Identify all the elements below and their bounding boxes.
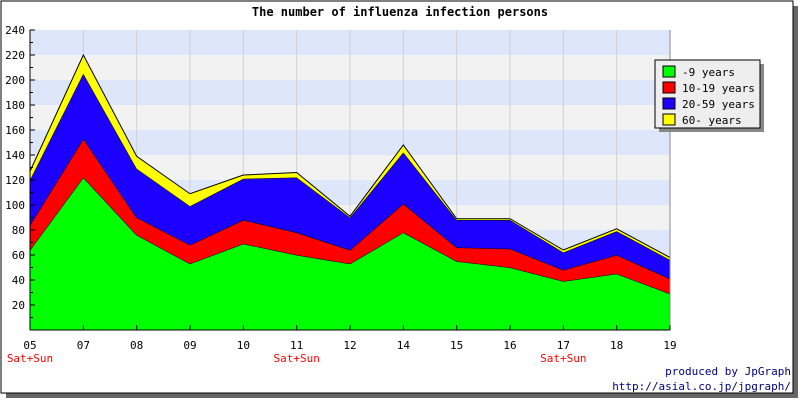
legend-label: 60- years bbox=[682, 114, 742, 127]
day-note-label: Sat+Sun bbox=[273, 352, 319, 365]
legend-label: 10-19 years bbox=[682, 82, 755, 95]
legend-swatch bbox=[662, 65, 676, 78]
x-tick-label: 19 bbox=[663, 339, 676, 352]
day-note-label: Sat+Sun bbox=[540, 352, 586, 365]
x-tick-label: 05 bbox=[23, 339, 36, 352]
area-series-3 bbox=[30, 73, 670, 279]
x-tick-label: 10 bbox=[237, 339, 250, 352]
x-tick-labels: 05 07 08 09 10 11 12 14 15 16 17 18 19 bbox=[23, 339, 676, 352]
legend-swatch bbox=[662, 81, 676, 94]
y-tick-label: 160 bbox=[5, 124, 25, 137]
legend-label: -9 years bbox=[682, 66, 735, 79]
area-series-1 bbox=[30, 177, 670, 330]
y-tick-label: 100 bbox=[5, 199, 25, 212]
credit-line-1: produced by JpGraph bbox=[665, 365, 791, 378]
x-tick-label: 08 bbox=[130, 339, 143, 352]
y-tick-label: 240 bbox=[5, 24, 25, 37]
x-tick-label: 09 bbox=[183, 339, 196, 352]
x-tick-label: 14 bbox=[397, 339, 411, 352]
y-tick-label: 120 bbox=[5, 174, 25, 187]
legend: -9 years 10-19 years 20-59 years 60- years bbox=[654, 59, 764, 132]
x-tick-label: 15 bbox=[450, 339, 463, 352]
x-tick-label: 17 bbox=[557, 339, 570, 352]
y-tick-label: 40 bbox=[12, 274, 25, 287]
y-tick-labels: 20 40 60 80 100 120 140 160 180 200 220 240 bbox=[5, 24, 25, 312]
chart-title: The number of influenza infection person… bbox=[252, 5, 548, 19]
stacked-areas bbox=[29, 53, 671, 330]
x-tick-label: 18 bbox=[610, 339, 623, 352]
legend-label: 20-59 years bbox=[682, 98, 755, 111]
y-tick-label: 20 bbox=[12, 299, 25, 312]
area-series-2 bbox=[30, 138, 670, 294]
legend-swatch bbox=[662, 113, 676, 126]
legend-swatch bbox=[662, 97, 676, 110]
day-note-label: Sat+Sun bbox=[7, 352, 53, 365]
y-tick-label: 140 bbox=[5, 149, 25, 162]
x-tick-label: 11 bbox=[290, 339, 303, 352]
day-notes: Sat+Sun Sat+Sun Sat+Sun bbox=[7, 352, 587, 365]
y-tick-label: 200 bbox=[5, 74, 25, 87]
area-outline-4 bbox=[29, 53, 671, 258]
x-tick-label: 12 bbox=[343, 339, 356, 352]
legend-items: -9 years 10-19 years 20-59 years 60- years bbox=[662, 65, 755, 127]
y-tick-label: 80 bbox=[12, 224, 25, 237]
y-tick-label: 60 bbox=[12, 249, 25, 262]
y-tick-label: 220 bbox=[5, 49, 25, 62]
x-tick-label: 16 bbox=[503, 339, 516, 352]
x-tick-label: 07 bbox=[77, 339, 90, 352]
credit-line-2: http://asial.co.jp/jpgraph/ bbox=[612, 380, 791, 393]
y-tick-label: 180 bbox=[5, 99, 25, 112]
